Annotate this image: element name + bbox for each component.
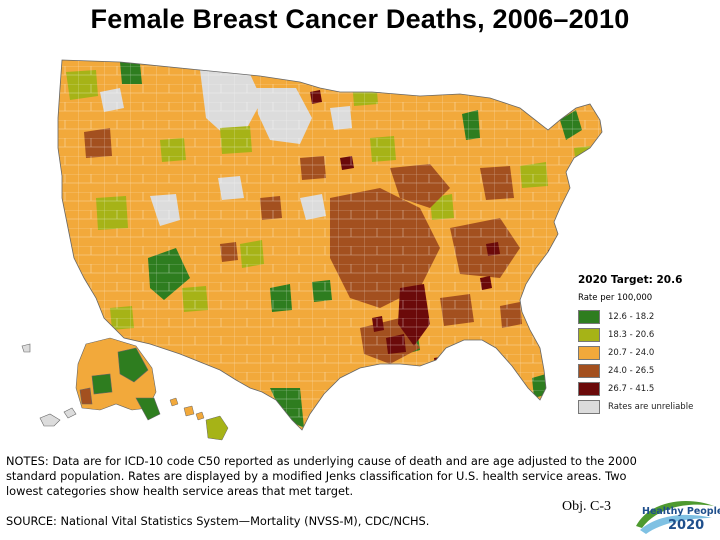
- target-label: 2020 Target: 20.6: [578, 274, 683, 286]
- legend-item: Rates are unreliable: [578, 398, 710, 416]
- us-choropleth-map: [21, 59, 603, 441]
- alaska: [21, 337, 161, 427]
- notes-line: standard population. Rates are displayed…: [6, 469, 627, 483]
- legend-item: 24.0 - 26.5: [578, 362, 710, 380]
- legend-label: 20.7 - 24.0: [608, 348, 655, 358]
- logo-text: Healthy People: [642, 506, 720, 517]
- legend-item: 12.6 - 18.2: [578, 308, 710, 326]
- legend-label: 18.3 - 20.6: [608, 330, 655, 340]
- legend-swatch: [578, 400, 600, 414]
- legend-label: 26.7 - 41.5: [608, 384, 655, 394]
- map-legend: 2020 Target: 20.6 Rate per 100,000 12.6 …: [578, 274, 710, 416]
- legend-item: 18.3 - 20.6: [578, 326, 710, 344]
- logo-year: 2020: [668, 518, 705, 533]
- notes-line: NOTES: Data are for ICD-10 code C50 repo…: [6, 454, 637, 468]
- objective-label: Obj. C-3: [562, 499, 611, 514]
- legend-swatch: [578, 346, 600, 360]
- legend-swatch: [578, 364, 600, 378]
- notes-line: lowest categories show health service ar…: [6, 484, 354, 498]
- legend-swatch: [578, 328, 600, 342]
- legend-item: 20.7 - 24.0: [578, 344, 710, 362]
- hawaii: [169, 397, 229, 441]
- legend-label: Rates are unreliable: [608, 402, 694, 412]
- legend-swatch: [578, 310, 600, 324]
- legend-unit: Rate per 100,000: [578, 293, 653, 303]
- source-citation: SOURCE: National Vital Statistics System…: [6, 514, 430, 528]
- logo-swoosh-icon: [636, 500, 714, 534]
- legend-label: 12.6 - 18.2: [608, 312, 655, 322]
- healthy-people-logo: Healthy People 2020: [632, 496, 720, 538]
- legend-label: 24.0 - 26.5: [608, 366, 655, 376]
- legend-item: 26.7 - 41.5: [578, 380, 710, 398]
- page-title: Female Breast Cancer Deaths, 2006–2010: [90, 4, 630, 34]
- legend-swatch: [578, 382, 600, 396]
- notes: NOTES: Data are for ICD-10 code C50 repo…: [6, 454, 706, 499]
